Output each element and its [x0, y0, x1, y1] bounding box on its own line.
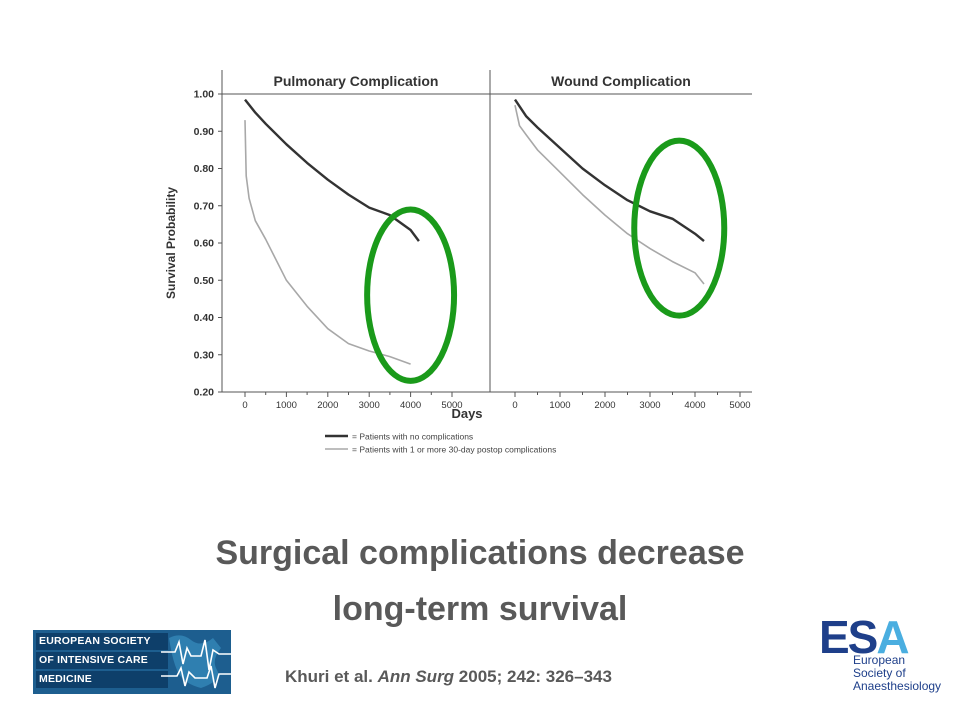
y-tick-label: 1.00 [194, 89, 215, 101]
x-tick-label: 3000 [359, 400, 380, 411]
slide-title-line2: long-term survival [332, 590, 628, 628]
slide-title-line1: Surgical complications decrease [215, 534, 745, 572]
y-tick-label: 0.30 [194, 349, 215, 361]
x-tick-label: 1000 [276, 400, 297, 411]
series-line-complications [244, 120, 411, 365]
y-tick-label: 0.90 [194, 126, 215, 138]
x-tick-label: 2000 [594, 400, 615, 411]
series-line-complications [514, 105, 705, 285]
x-tick-label: 0 [512, 400, 517, 411]
y-tick-label: 0.70 [194, 200, 215, 212]
y-tick-label: 0.60 [194, 238, 215, 250]
esicm-logo-line: EUROPEAN SOCIETY [36, 633, 168, 650]
ecg-europe-graphic [161, 635, 231, 689]
x-tick-label: 0 [242, 400, 247, 411]
panel-title: Wound Complication [551, 73, 691, 89]
x-tick-label: 4000 [684, 400, 705, 411]
esa-logo-a: A [876, 611, 909, 663]
highlight-ellipse [631, 137, 728, 319]
citation-journal: Ann Surg [377, 667, 455, 686]
y-tick-label: 0.80 [194, 163, 215, 175]
esicm-logo: EUROPEAN SOCIETY OF INTENSIVE CARE MEDIC… [33, 630, 231, 694]
x-tick-label: 5000 [441, 400, 462, 411]
series-line-no-complications [244, 98, 420, 242]
citation-authors: Khuri et al. [285, 667, 378, 686]
esa-logo-subtitle: European Society of Anaesthesiology [853, 654, 943, 693]
esa-logo: ESA European Society of Anaesthesiology [815, 611, 941, 697]
highlight-ellipse [364, 206, 458, 384]
x-tick-label: 2000 [317, 400, 338, 411]
esa-logo-mark: ESA [819, 611, 910, 663]
citation-rest: 2005; 242: 326–343 [454, 667, 612, 686]
esicm-logo-line: OF INTENSIVE CARE [36, 652, 168, 669]
citation: Khuri et al. Ann Surg 2005; 242: 326–343 [285, 667, 612, 687]
esicm-logo-line: MEDICINE [36, 671, 168, 688]
x-tick-label: 5000 [729, 400, 750, 411]
legend-label: = Patients with no complications [352, 432, 473, 442]
y-axis-label: Survival Probability [164, 187, 178, 299]
y-tick-label: 0.50 [194, 275, 215, 287]
x-tick-label: 1000 [549, 400, 570, 411]
esa-sub-line: Anaesthesiology [853, 679, 942, 693]
y-tick-label: 0.20 [194, 387, 215, 399]
series-line-no-complications [514, 98, 705, 243]
esa-sub-line: European [853, 653, 906, 667]
y-tick-label: 0.40 [194, 312, 215, 324]
panel-title: Pulmonary Complication [274, 73, 439, 89]
esa-sub-line: Society of [853, 666, 906, 680]
legend-label: = Patients with 1 or more 30-day postop … [352, 445, 556, 455]
x-tick-label: 3000 [639, 400, 660, 411]
x-tick-label: 4000 [400, 400, 421, 411]
survival-chart: Pulmonary Complication 0 1000 2000 3000 4000 5… [164, 70, 752, 455]
x-axis-label: Days [451, 406, 482, 421]
esa-logo-es: ES [819, 611, 878, 663]
